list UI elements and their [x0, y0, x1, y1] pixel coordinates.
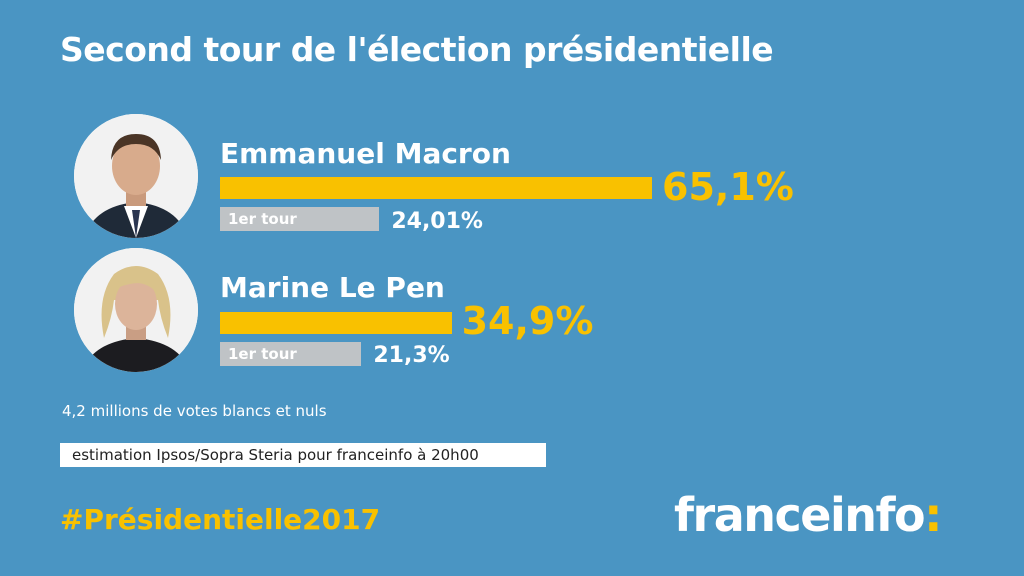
first-round-label: 1er tour: [228, 345, 297, 363]
source-label: estimation Ipsos/Sopra Steria pour franc…: [60, 443, 546, 467]
value-second-round-le-pen: 34,9%: [461, 299, 594, 343]
blank-votes-note: 4,2 millions de votes blancs et nuls: [62, 402, 327, 420]
candidate-photo-le-pen: [74, 248, 198, 372]
value-second-round-macron: 65,1%: [662, 165, 794, 209]
franceinfo-logo: franceinfo:: [674, 488, 942, 542]
candidate-name-macron: Emmanuel Macron: [220, 137, 511, 170]
bar-first-round-le-pen: 1er tour: [220, 342, 362, 366]
chart-title: Second tour de l'élection présidentielle: [60, 30, 774, 69]
first-round-label: 1er tour: [228, 210, 297, 228]
value-first-round-macron: 24,01%: [391, 209, 483, 234]
bar-first-round-macron: 1er tour: [220, 207, 380, 231]
candidate-name-le-pen: Marine Le Pen: [220, 271, 445, 304]
hashtag: #Présidentielle2017: [60, 503, 381, 536]
logo-word: franceinfo: [674, 488, 926, 542]
bar-second-round-le-pen: [220, 312, 452, 334]
logo-colon: :: [924, 488, 942, 542]
candidate-photo-macron: [74, 114, 198, 238]
bar-second-round-macron: [220, 177, 652, 199]
value-first-round-le-pen: 21,3%: [373, 343, 450, 368]
